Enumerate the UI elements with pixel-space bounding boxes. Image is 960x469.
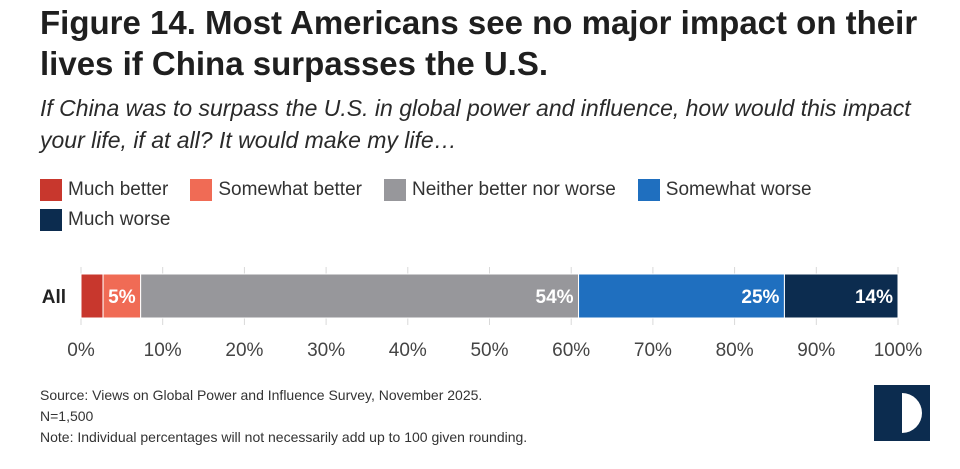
stacked-bar-chart: All 5% 54% 25% 14% 0% 10% 20% 30% 40% 50% 60% 70% 80%… <box>42 267 923 361</box>
legend-item: Somewhat worse <box>637 178 812 202</box>
half-circle-logo-icon <box>874 385 930 441</box>
chart-footer: Source: Views on Global Power and Influe… <box>40 385 527 448</box>
chart-subtitle: If China was to surpass the U.S. in glob… <box>40 95 911 153</box>
x-tick-label: 60% <box>552 340 590 361</box>
legend-item: Much better <box>40 178 168 202</box>
category-label: All <box>42 287 66 308</box>
x-tick-label: 70% <box>634 340 672 361</box>
x-tick-label: 50% <box>470 340 508 361</box>
legend-item: Somewhat better <box>190 178 362 202</box>
bar-segment <box>578 273 785 319</box>
data-label: 5% <box>108 287 136 308</box>
chart-legend: Much better Somewhat better Neither better… <box>40 178 920 232</box>
x-tick-label: 90% <box>797 340 835 361</box>
x-tick-label: 20% <box>225 340 263 361</box>
legend-label: Somewhat worse <box>665 179 812 200</box>
source-note: Source: Views on Global Power and Influe… <box>40 387 483 403</box>
data-label: 25% <box>741 287 779 308</box>
legend-swatch <box>637 179 660 201</box>
legend-item: Neither better nor worse <box>383 178 616 202</box>
x-tick-label: 80% <box>716 340 754 361</box>
rounding-note: Note: Individual percentages will not ne… <box>40 429 528 445</box>
chart-title: Figure 14. Most Americans see no major i… <box>40 4 918 82</box>
x-tick-label: 100% <box>874 340 923 361</box>
legend-label: Much better <box>68 179 169 200</box>
legend-swatch <box>383 179 406 201</box>
legend-label: Much worse <box>68 209 171 230</box>
legend-swatch <box>40 179 62 201</box>
x-tick-label: 10% <box>144 340 182 361</box>
x-tick-label: 0% <box>67 340 95 361</box>
bar-segment <box>102 273 142 319</box>
legend-label: Somewhat better <box>218 179 362 200</box>
legend-label: Neither better nor worse <box>411 179 616 200</box>
x-tick-label: 30% <box>307 340 345 361</box>
bar-segment <box>140 273 580 319</box>
legend-swatch <box>190 179 213 201</box>
legend-item: Much worse <box>40 208 170 232</box>
sample-size-note: N=1,500 <box>40 408 94 424</box>
x-tick-label: 40% <box>389 340 427 361</box>
data-label: 54% <box>536 287 574 308</box>
legend-swatch <box>40 209 62 231</box>
bar-segment <box>783 273 899 319</box>
bar-segment <box>80 273 104 319</box>
data-label: 14% <box>855 287 893 308</box>
